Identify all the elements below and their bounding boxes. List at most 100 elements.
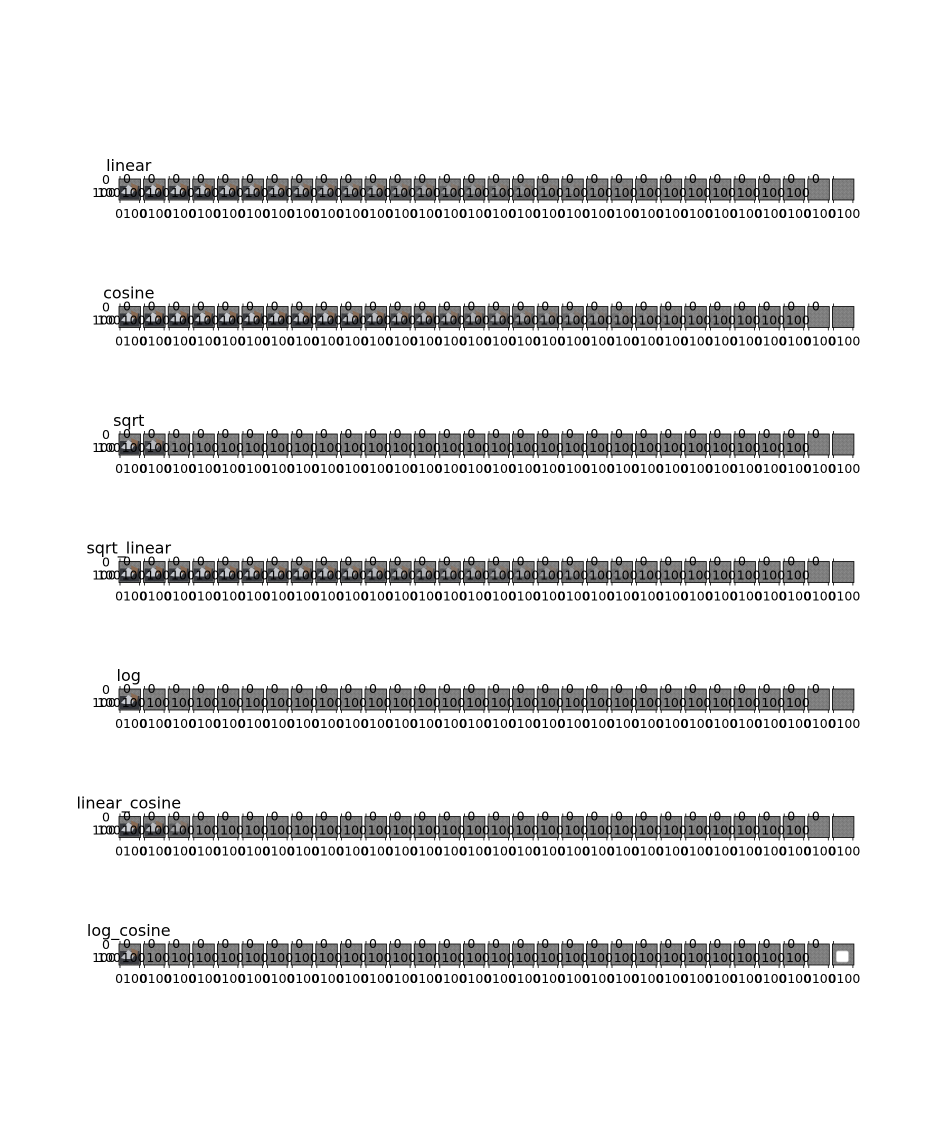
y-tick-label: 100 [417,440,441,455]
frame-image [120,693,140,709]
y-tick-label: 0 [664,554,672,569]
y-tick-label: 100 [589,695,613,710]
frame-image [538,565,558,582]
y-tick-label: 0 [664,936,672,951]
frame-image [390,310,411,327]
y-tick-label: 100 [614,695,638,710]
x-tick-label: 0100 [828,334,860,349]
frame-cell: 0100 [828,431,860,476]
frame-noise [512,179,535,200]
x-tick-label: 0100 [459,206,491,221]
frame-border [413,433,437,456]
frame-image [562,565,583,582]
x-tick-label: 0100 [509,589,541,604]
frame-noise [143,689,166,710]
frame-border [389,943,412,966]
y-tick-label: 100 [269,950,293,965]
frame-noise [389,816,412,838]
y-tick-label: 100 [220,185,244,200]
y-tick-label: 0 [689,171,697,186]
frame-border [118,433,141,456]
frame-border [118,178,141,201]
y-tick-label: 100 [171,440,195,455]
y-tick-label: 0 [787,426,795,441]
x-tick-label: 0100 [730,206,762,221]
frame-image [661,310,681,327]
frame-border [241,178,264,201]
y-tick-label: 0 [123,554,131,569]
y-tick-label: 0 [197,936,205,951]
x-tick-label: 0100 [607,716,639,731]
x-tick-label: 0100 [312,589,344,604]
x-tick-label: 0100 [828,589,860,604]
x-tick-label: 0100 [705,206,737,221]
y-tick-label: 0 [148,936,156,951]
frame-noise [734,816,756,838]
frame-border [266,943,289,966]
y-tick-label: 100 [220,568,244,583]
frame-border [659,306,683,328]
frame-image [169,438,189,454]
y-tick-label: 0 [590,681,598,696]
y-tick-label: 0 [787,681,795,696]
x-tick-label: 0100 [681,206,713,221]
x-tick-label: 0100 [484,971,516,986]
frame-image [169,310,189,327]
y-tick-label: 0 [541,554,549,569]
frame-border [143,561,166,583]
frame-noise [660,689,682,710]
frame-noise [389,944,412,965]
y-tick-label: 100 [92,313,116,328]
frame-noise [783,179,805,200]
y-tick-label: 0 [443,681,451,696]
y-tick-label: 100 [392,823,416,838]
frame-image [587,565,607,582]
y-tick-label: 100 [196,440,220,455]
y-tick-label: 0 [812,171,820,186]
y-tick-label: 100 [761,185,785,200]
x-tick-label: 0100 [386,844,418,859]
y-tick-label: 0 [344,171,352,186]
frame-image [366,183,386,199]
x-tick-label: 0100 [582,844,614,859]
frame-noise [512,434,535,455]
frame-border [561,943,584,966]
x-tick-label: 0100 [755,844,787,859]
frame-image [193,183,214,199]
x-tick-label: 0100 [435,589,467,604]
frame-image [120,310,140,327]
frame-image [661,565,681,582]
y-tick-label: 100 [614,313,638,328]
frame-border [733,306,756,328]
y-tick-label: 100 [97,950,121,965]
y-tick-label: 0 [492,936,500,951]
row-sqrt: sqrt010001000100010001000100010001000100… [92,411,860,476]
y-tick-label: 100 [245,695,269,710]
y-tick-label: 0 [443,171,451,186]
frame-border [635,561,658,583]
x-tick-label: 0100 [705,589,737,604]
frame-border [462,943,486,966]
frame-border [782,688,806,711]
frame-border [315,688,338,711]
y-tick-label: 100 [220,823,244,838]
